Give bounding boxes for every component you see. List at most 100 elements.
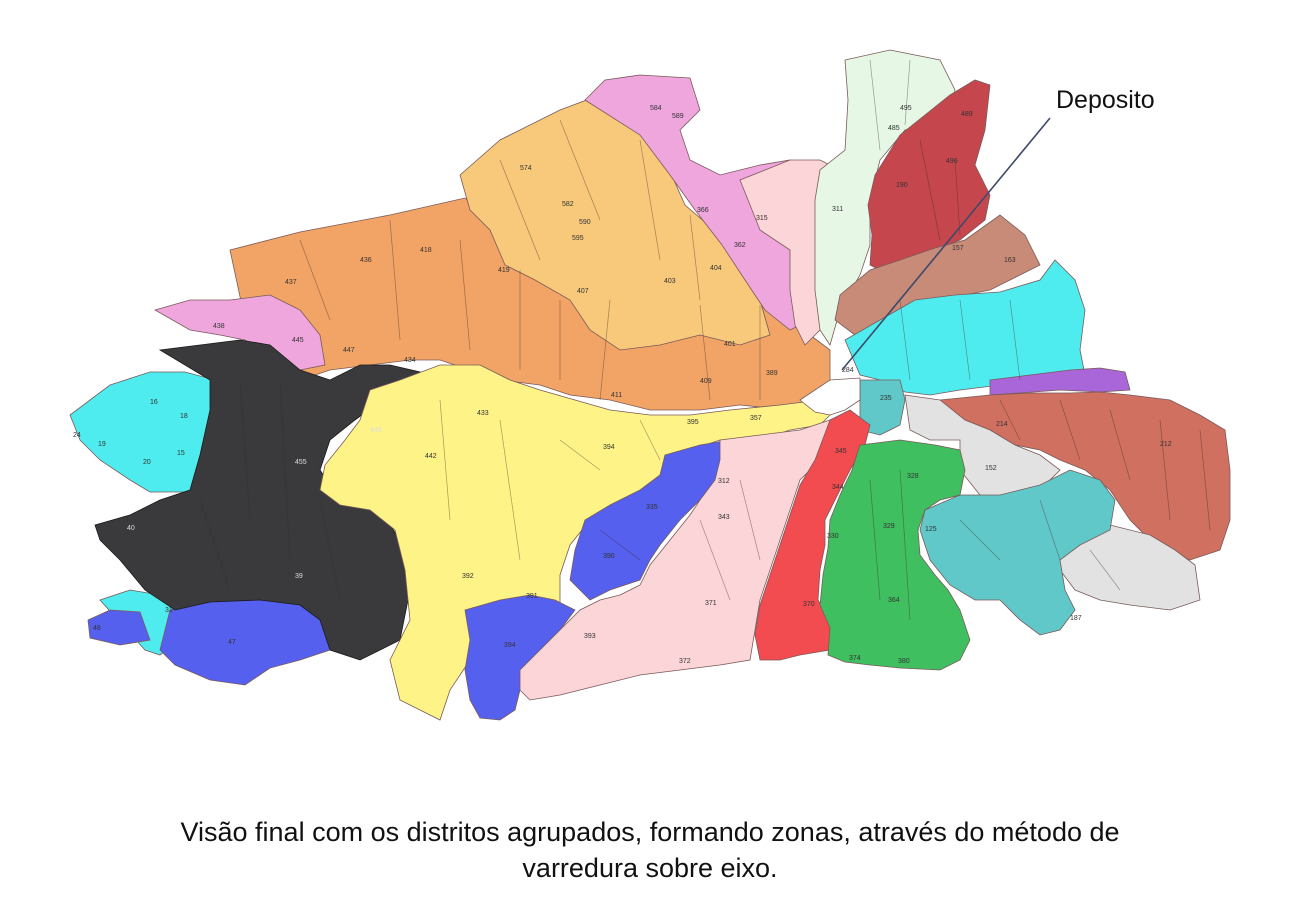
zone-region-cyan [844, 259, 1086, 396]
district-label: 15 [177, 450, 185, 457]
district-label: 496 [946, 158, 958, 165]
district-label: 391 [526, 593, 538, 600]
zone-region-lightgray [1059, 524, 1201, 611]
district-label: 418 [420, 247, 432, 254]
zone-region-blue [87, 609, 151, 646]
district-label: 214 [996, 421, 1008, 428]
district-boundary [499, 159, 541, 261]
district-label: 312 [718, 478, 730, 485]
district-label: 445 [292, 337, 304, 344]
district-label: 584 [650, 105, 662, 112]
district-label: 495 [900, 105, 912, 112]
district-label: 39 [295, 573, 303, 580]
district-label: 370 [803, 601, 815, 608]
district-label: 330 [827, 533, 839, 540]
district-boundary [1159, 419, 1171, 521]
zone-region-white [799, 377, 861, 416]
zone-region-cyan [69, 371, 216, 493]
zone-region-black [94, 339, 421, 661]
district-label: 394 [504, 642, 516, 649]
district-boundary [1039, 499, 1061, 561]
district-label: 362 [734, 242, 746, 249]
district-label: 436 [360, 257, 372, 264]
zone-region-rust [938, 391, 1231, 561]
district-label: 374 [849, 655, 861, 662]
district-label: 590 [579, 219, 591, 226]
district-label: 31 [165, 607, 173, 614]
district-label: 394 [603, 444, 615, 451]
district-boundary [639, 419, 661, 461]
district-label: 390 [603, 553, 615, 560]
district-label: 395 [687, 419, 699, 426]
district-boundary [299, 239, 331, 321]
district-boundary [319, 499, 341, 601]
district-label: 433 [477, 410, 489, 417]
district-boundary [599, 529, 641, 561]
district-label: 315 [756, 215, 768, 222]
district-label: 335 [646, 504, 658, 511]
figure-caption: Visão final com os distritos agrupados, … [60, 814, 1240, 886]
zone-map: 24 16 18 19 20 15 31 48 47 40 39 445 455 438 445 437 436… [69, 49, 1231, 721]
district-label: 357 [750, 415, 762, 422]
district-label: 595 [572, 235, 584, 242]
district-label: 40 [127, 525, 135, 532]
district-label: 125 [925, 526, 937, 533]
district-label: 47 [228, 639, 236, 646]
district-label: 389 [766, 370, 778, 377]
district-boundary [869, 59, 881, 151]
district-label: 403 [664, 278, 676, 285]
district-label: 20 [143, 459, 151, 466]
district-label: 345 [835, 448, 847, 455]
district-label: 485 [888, 125, 900, 132]
district-boundary [439, 399, 451, 521]
district-boundary [959, 299, 971, 381]
district-label: 190 [896, 182, 908, 189]
district-label: 152 [985, 465, 997, 472]
district-label: 329 [883, 523, 895, 530]
district-label: 328 [907, 473, 919, 480]
district-label: 235 [880, 395, 892, 402]
district-boundary [959, 519, 1001, 561]
district-label: 455 [295, 459, 307, 466]
district-boundary [559, 119, 601, 221]
district-boundary [599, 299, 611, 401]
district-boundary [459, 239, 471, 351]
district-boundary [1089, 549, 1121, 591]
map-regions [69, 49, 1231, 721]
district-label: 157 [952, 245, 964, 252]
zone-region-teal [919, 469, 1116, 636]
district-boundary [899, 469, 911, 621]
district-label: 364 [888, 597, 900, 604]
district-boundary [279, 379, 291, 561]
district-label: 366 [697, 207, 709, 214]
district-label: 411 [611, 392, 622, 399]
zone-region-brown [834, 214, 1041, 336]
callout-label: Deposito [1056, 86, 1155, 114]
district-label: 393 [584, 633, 596, 640]
caption-line-2: varredura sobre eixo. [522, 853, 778, 883]
caption-line-1: Visão final com os distritos agrupados, … [180, 817, 1120, 847]
district-boundary [739, 479, 761, 561]
zone-region-green [819, 439, 971, 671]
district-boundary [639, 139, 661, 261]
district-boundary [389, 219, 401, 341]
district-label: 489 [961, 111, 973, 118]
district-label: 16 [150, 399, 158, 406]
district-label: 371 [705, 600, 717, 607]
district-label: 212 [1160, 441, 1172, 448]
district-label: 434 [404, 357, 416, 364]
district-boundary [954, 159, 961, 236]
district-label: 344 [832, 484, 844, 491]
district-label: 343 [718, 514, 730, 521]
district-boundary [699, 519, 731, 601]
district-label: 163 [1004, 257, 1016, 264]
district-label: 438 [213, 323, 225, 330]
district-boundary [1199, 429, 1211, 531]
district-label: 582 [562, 201, 574, 208]
district-boundary [239, 379, 251, 521]
district-boundary [499, 419, 521, 561]
district-label: 447 [343, 347, 355, 354]
zone-region-pink [153, 294, 326, 371]
district-label: 187 [1070, 615, 1082, 622]
district-boundary [999, 399, 1021, 441]
